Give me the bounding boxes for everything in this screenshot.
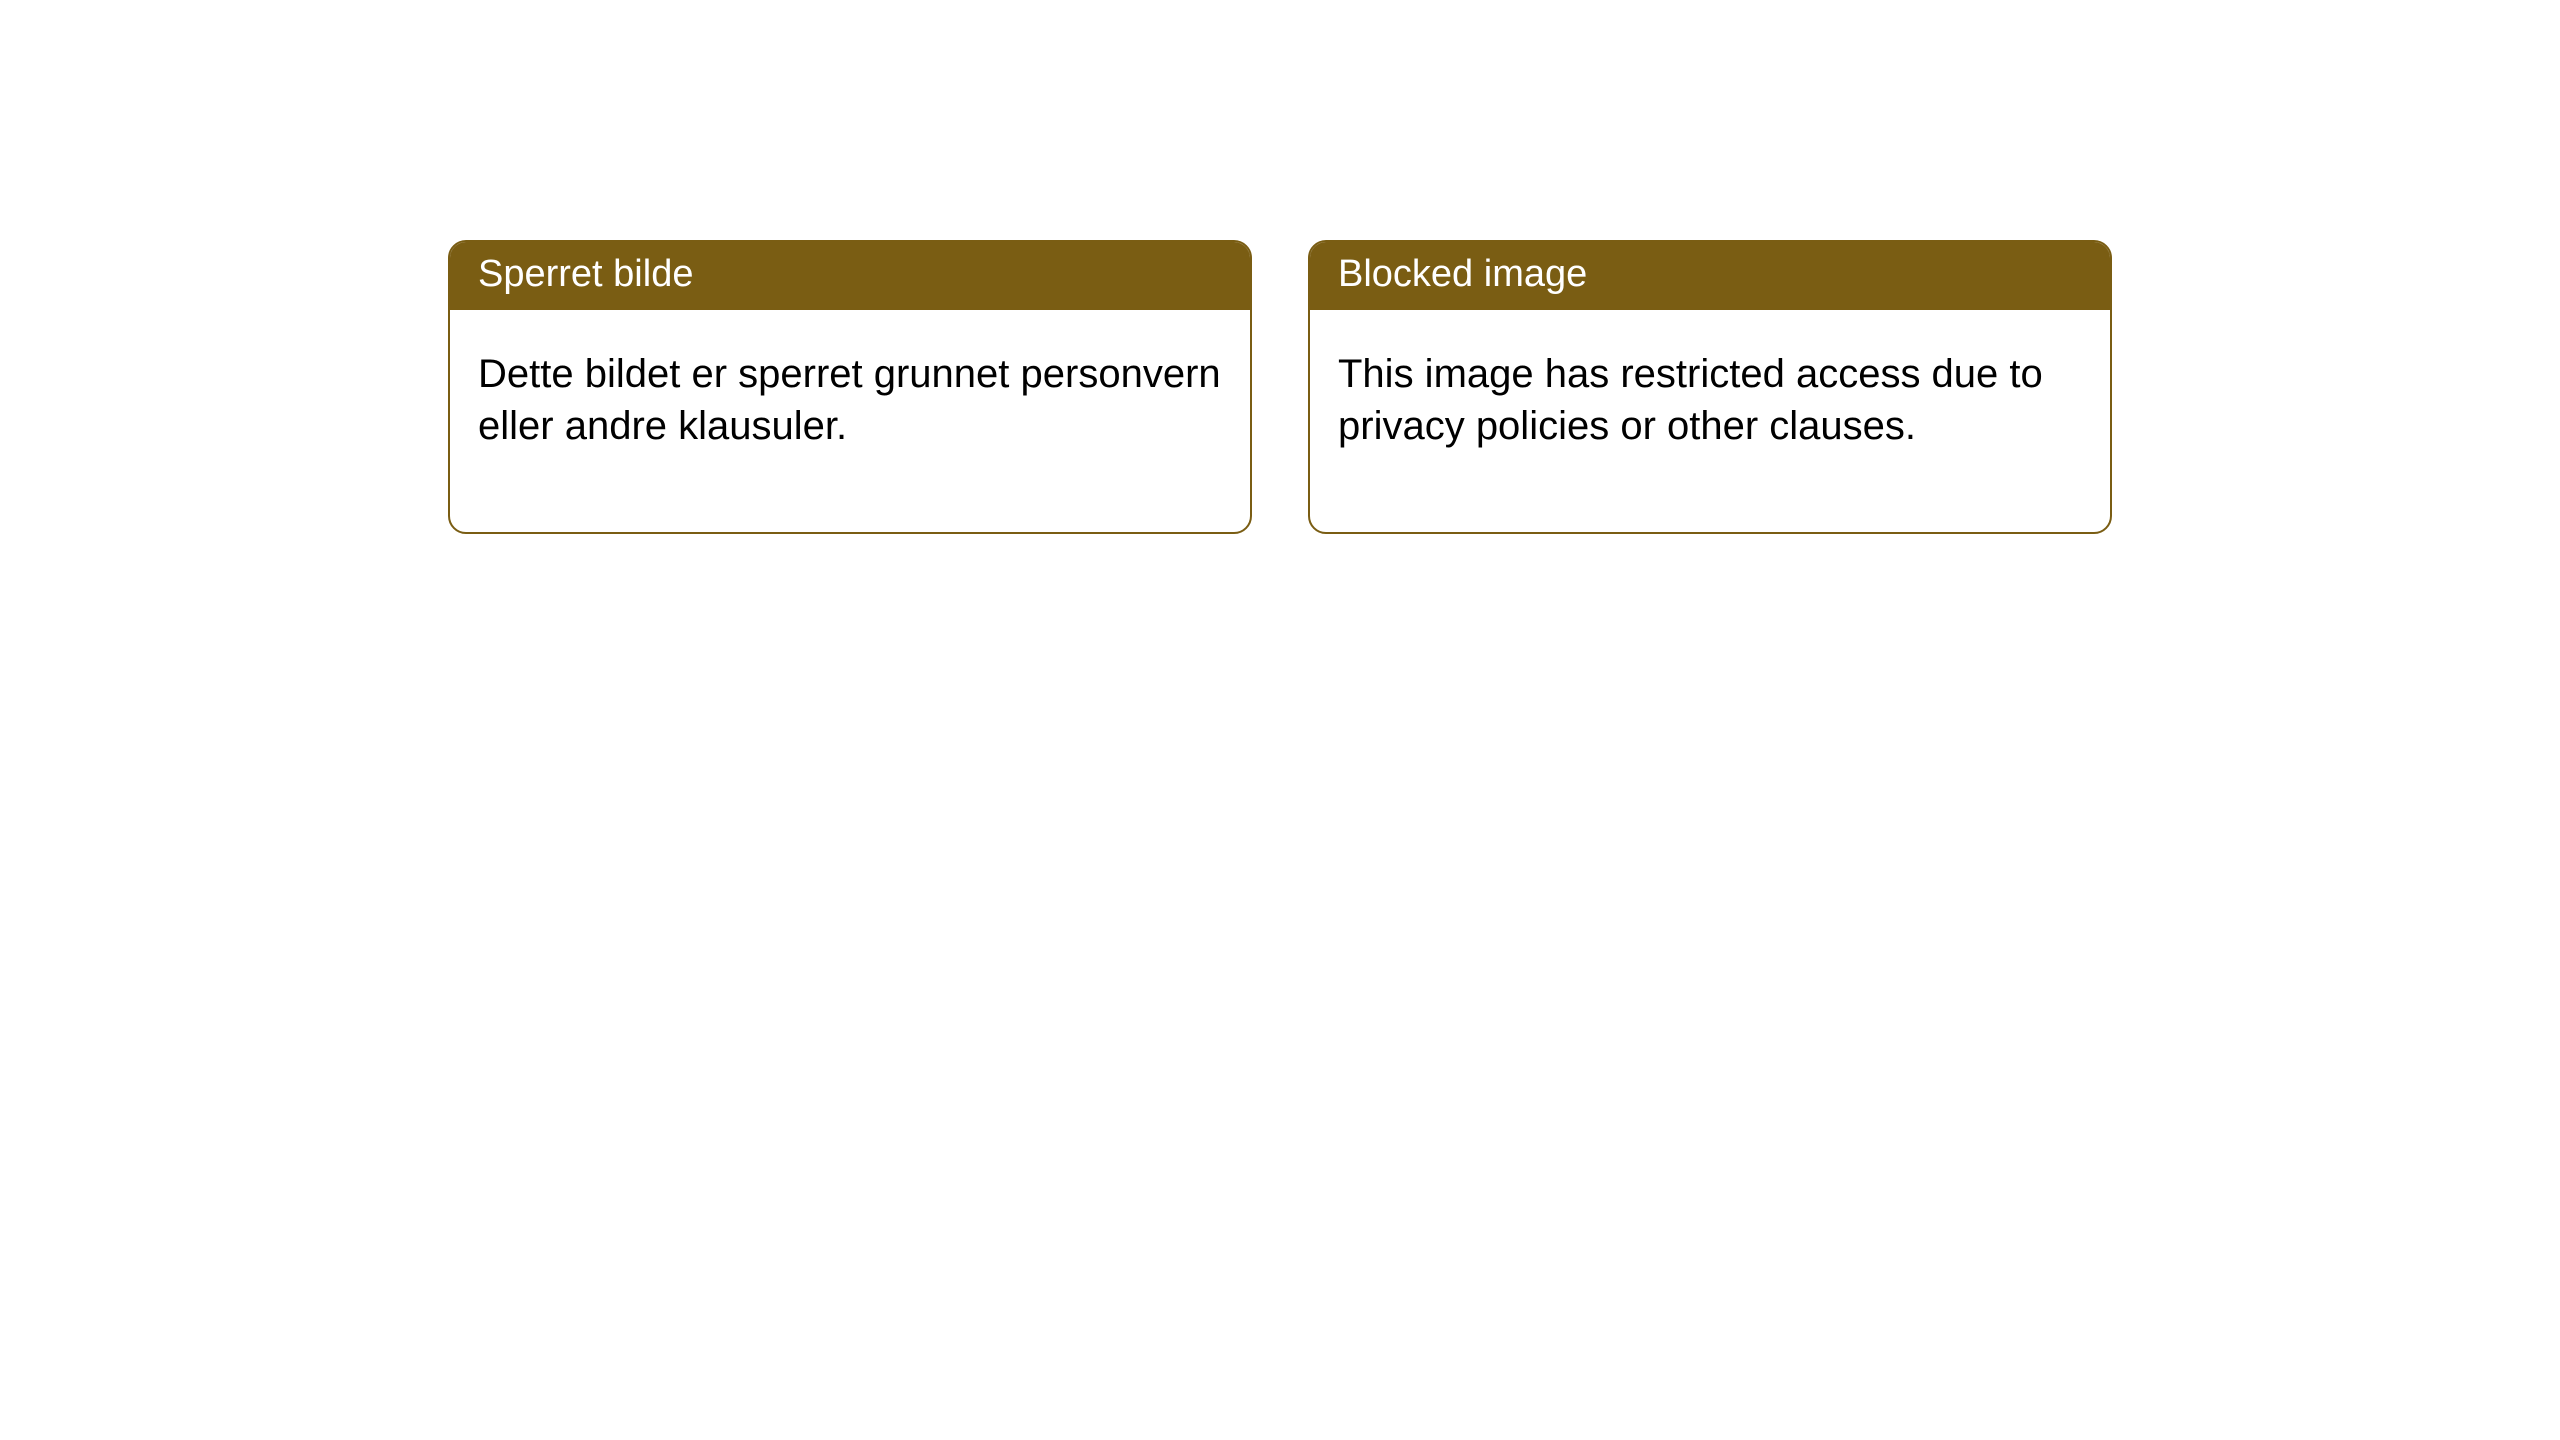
notice-header-no: Sperret bilde <box>450 242 1250 310</box>
notice-container: Sperret bilde Dette bildet er sperret gr… <box>448 240 2112 534</box>
notice-header-en: Blocked image <box>1310 242 2110 310</box>
notice-body-no: Dette bildet er sperret grunnet personve… <box>450 310 1250 532</box>
notice-card-no: Sperret bilde Dette bildet er sperret gr… <box>448 240 1252 534</box>
notice-card-en: Blocked image This image has restricted … <box>1308 240 2112 534</box>
notice-body-en: This image has restricted access due to … <box>1310 310 2110 532</box>
